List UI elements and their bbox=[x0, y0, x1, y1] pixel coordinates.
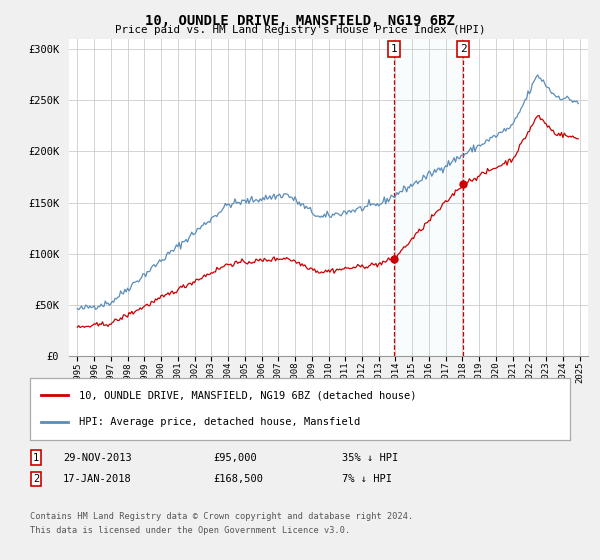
Text: 29-NOV-2013: 29-NOV-2013 bbox=[63, 452, 132, 463]
Text: 35% ↓ HPI: 35% ↓ HPI bbox=[342, 452, 398, 463]
Text: 10, OUNDLE DRIVE, MANSFIELD, NG19 6BZ (detached house): 10, OUNDLE DRIVE, MANSFIELD, NG19 6BZ (d… bbox=[79, 390, 416, 400]
Text: 10, OUNDLE DRIVE, MANSFIELD, NG19 6BZ: 10, OUNDLE DRIVE, MANSFIELD, NG19 6BZ bbox=[145, 14, 455, 28]
Text: 7% ↓ HPI: 7% ↓ HPI bbox=[342, 474, 392, 484]
Text: HPI: Average price, detached house, Mansfield: HPI: Average price, detached house, Mans… bbox=[79, 417, 360, 427]
Text: £95,000: £95,000 bbox=[213, 452, 257, 463]
Text: Price paid vs. HM Land Registry's House Price Index (HPI): Price paid vs. HM Land Registry's House … bbox=[115, 25, 485, 35]
Text: 17-JAN-2018: 17-JAN-2018 bbox=[63, 474, 132, 484]
Text: This data is licensed under the Open Government Licence v3.0.: This data is licensed under the Open Gov… bbox=[30, 526, 350, 535]
Text: 2: 2 bbox=[460, 44, 467, 54]
Text: 2: 2 bbox=[33, 474, 39, 484]
Text: 1: 1 bbox=[391, 44, 397, 54]
Text: £168,500: £168,500 bbox=[213, 474, 263, 484]
Bar bbox=[394, 39, 463, 356]
Text: 1: 1 bbox=[33, 452, 39, 463]
Text: Contains HM Land Registry data © Crown copyright and database right 2024.: Contains HM Land Registry data © Crown c… bbox=[30, 512, 413, 521]
